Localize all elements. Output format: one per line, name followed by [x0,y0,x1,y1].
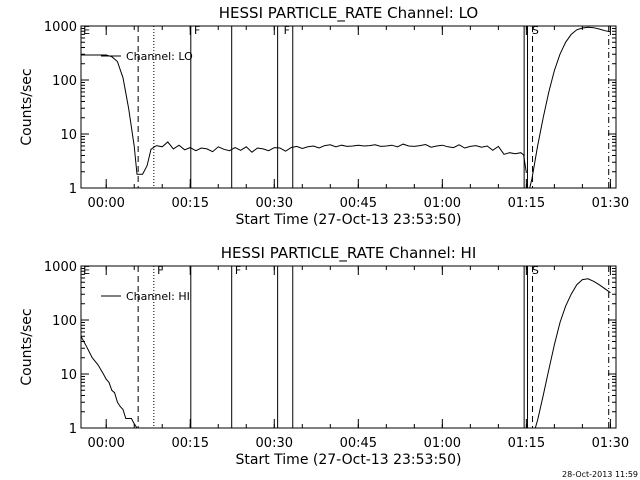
chart-title: HESSI PARTICLE_RATE Channel: HI [221,244,477,263]
legend-label: Channel: HI [126,290,190,303]
y-tick-label: 1000 [44,20,77,35]
lo-channel-panel: HESSI PARTICLE_RATE Channel: LO Counts/se… [19,4,629,228]
series-line [529,26,611,189]
y-tick-label: 1 [69,422,77,437]
y-axis-label: Counts/sec [19,308,35,385]
x-tick-label: 01:15 [508,196,545,211]
x-tick-label: 01:00 [424,436,461,451]
flag-label: S [532,264,539,277]
y-tick-label: 10 [60,128,77,143]
hi-channel-panel: HESSI PARTICLE_RATE Channel: HI Counts/se… [19,244,629,468]
plot-frame [80,25,617,189]
x-tick-label: 01:15 [508,436,545,451]
x-tick-label: 01:30 [592,436,629,451]
y-tick-label: 1 [69,182,77,197]
x-tick-label: 00:15 [172,196,209,211]
x-tick-label: 00:45 [340,436,377,451]
y-tick-label: 10 [60,368,77,383]
flag-label: S [532,24,539,37]
x-tick-label: 00:45 [340,196,377,211]
y-tick-label: 100 [52,314,77,329]
x-axis-label: Start Time (27-Oct-13 23:53:50) [236,212,462,228]
y-tick-label: 1000 [44,260,77,275]
x-tick-label: 00:30 [256,436,293,451]
y-axis-label: Counts/sec [19,68,35,145]
chart-title: HESSI PARTICLE_RATE Channel: LO [219,4,478,23]
x-tick-label: 00:30 [256,196,293,211]
flag-label: E [83,264,90,277]
series-line [81,54,527,175]
timestamp-stamp: 28-Oct-2013 11:59 [562,470,638,479]
flag-label: E [83,24,90,37]
flag-label: F [157,264,163,277]
series-line [534,278,611,429]
flag-label: F [235,264,241,277]
x-axis-label: Start Time (27-Oct-13 23:53:50) [236,452,462,468]
x-tick-label: 00:15 [172,436,209,451]
series-line [80,336,138,429]
y-tick-label: 100 [52,74,77,89]
legend-label: Channel: LO [126,50,193,63]
x-tick-label: 00:00 [87,196,124,211]
flag-label: F [194,24,200,37]
plot-frame [80,265,617,429]
x-tick-label: 01:00 [424,196,461,211]
x-tick-label: 01:30 [592,196,629,211]
x-tick-label: 00:00 [87,436,124,451]
flag-label: F [284,24,290,37]
